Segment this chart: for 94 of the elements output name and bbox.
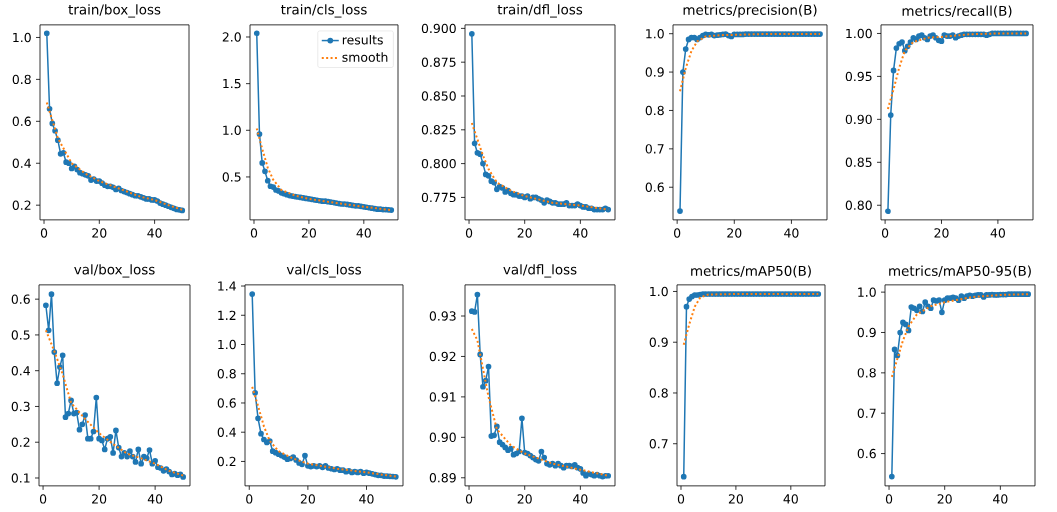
x-tick-label: 0 — [246, 494, 253, 504]
y-tick-label: 0.2 — [217, 456, 236, 467]
x-tick-label: 40 — [993, 494, 1008, 504]
y-tick-label: 0.85 — [845, 157, 872, 168]
x-tick-label: 0 — [465, 494, 473, 504]
y-tick-label: 1.00 — [846, 28, 872, 39]
y-tick-label: 0.8 — [645, 105, 664, 116]
x-tick-label: 20 — [301, 228, 316, 238]
x-tick-label: 0 — [674, 228, 681, 238]
x-tick-label: 40 — [783, 494, 798, 504]
x-tick-label: 0 — [677, 494, 685, 504]
x-tick-label: 0 — [881, 228, 889, 238]
y-tick-label: 0.7 — [857, 408, 876, 418]
y-tick-label: 2.0 — [222, 32, 241, 42]
y-tick-label: 0.6 — [11, 294, 30, 304]
y-tick-label: 1.0 — [858, 287, 876, 297]
y-tick-label: 0.8 — [217, 369, 236, 379]
y-tick-label: 0.6 — [217, 398, 236, 408]
chart-title: metrics/mAP50(B) — [691, 265, 811, 278]
chart-title: val/box_loss — [74, 264, 155, 278]
chart-title: val/dfl_loss — [503, 264, 577, 278]
x-tick-label: 20 — [300, 494, 315, 504]
y-tick-label: 0.5 — [222, 172, 241, 182]
y-tick-label: 0.1 — [11, 473, 30, 483]
y-tick-label: 0.4 — [12, 158, 31, 169]
y-tick-label: 0.6 — [12, 116, 31, 127]
y-tick-label: 0.875 — [421, 57, 456, 67]
x-tick-label: 40 — [990, 228, 1005, 238]
y-tick-label: 1.5 — [223, 79, 241, 89]
x-tick-label: 0 — [465, 228, 473, 238]
x-tick-label: 0 — [250, 228, 258, 238]
x-tick-label: 20 — [934, 228, 949, 238]
y-tick-label: 1.0 — [218, 339, 236, 350]
y-tick-label: 0.95 — [845, 71, 872, 82]
x-tick-label: 20 — [92, 228, 107, 238]
y-tick-label: 0.2 — [12, 200, 31, 210]
legend-label: smooth — [342, 52, 388, 62]
y-tick-label: 0.93 — [429, 311, 456, 321]
y-tick-label: 1.0 — [650, 286, 668, 297]
x-tick-label: 20 — [92, 494, 107, 504]
chart-title: metrics/precision(B) — [683, 4, 817, 18]
chart-title: train/box_loss — [68, 4, 161, 18]
chart-title: metrics/mAP50-95(B) — [889, 265, 1031, 278]
x-tick-label: 40 — [356, 228, 371, 238]
x-tick-label: 40 — [359, 494, 374, 504]
x-tick-label: 40 — [147, 228, 162, 238]
y-tick-label: 1.0 — [13, 32, 31, 43]
y-tick-label: 0.2 — [11, 437, 30, 447]
y-tick-label: 0.89 — [429, 473, 456, 483]
y-tick-label: 0.92 — [429, 351, 456, 362]
y-tick-label: 0.775 — [421, 192, 456, 203]
y-tick-label: 0.90 — [429, 432, 456, 443]
x-tick-label: 20 — [517, 494, 532, 504]
y-tick-label: 1.4 — [218, 281, 236, 291]
y-tick-label: 0.90 — [845, 114, 872, 125]
x-tick-label: 20 — [937, 494, 952, 504]
y-tick-label: 0.8 — [857, 368, 876, 378]
y-tick-label: 0.4 — [217, 427, 236, 437]
y-tick-label: 0.6 — [645, 182, 664, 192]
y-tick-label: 0.800 — [421, 158, 456, 169]
x-tick-label: 40 — [573, 228, 588, 238]
y-tick-label: 0.4 — [11, 366, 30, 376]
y-tick-label: 0.900 — [421, 23, 456, 34]
y-tick-label: 0.9 — [857, 327, 876, 338]
x-tick-label: 0 — [885, 494, 893, 504]
y-tick-label: 1.2 — [218, 310, 236, 320]
chart-title: metrics/recall(B) — [902, 5, 1012, 18]
y-tick-label: 0.825 — [421, 125, 456, 135]
x-tick-label: 40 — [784, 228, 799, 238]
y-tick-label: 0.8 — [12, 74, 31, 85]
x-tick-label: 40 — [147, 494, 163, 504]
x-tick-label: 20 — [727, 228, 742, 238]
y-tick-label: 0.7 — [645, 144, 664, 154]
legend-label: results — [342, 34, 383, 45]
y-tick-label: 0.80 — [845, 200, 872, 211]
x-tick-label: 20 — [728, 494, 743, 504]
x-tick-label: 20 — [517, 228, 532, 238]
y-tick-label: 1.0 — [646, 29, 664, 39]
y-tick-label: 0.9 — [649, 337, 668, 347]
y-tick-label: 0.8 — [649, 388, 668, 398]
y-tick-label: 0.6 — [857, 448, 876, 459]
y-tick-label: 0.850 — [421, 91, 456, 101]
chart-title: train/cls_loss — [281, 4, 367, 18]
y-tick-label: 0.5 — [11, 330, 30, 340]
x-tick-label: 0 — [39, 494, 47, 504]
x-tick-label: 0 — [40, 228, 48, 238]
y-tick-label: 0.91 — [429, 392, 456, 402]
x-tick-label: 40 — [573, 494, 588, 504]
chart-title: val/cls_loss — [286, 264, 362, 278]
y-tick-label: 0.9 — [645, 67, 664, 77]
chart-title: train/dfl_loss — [497, 4, 583, 18]
y-tick-label: 1.0 — [223, 125, 241, 136]
y-tick-label: 0.7 — [649, 439, 668, 449]
y-tick-label: 0.3 — [11, 401, 30, 412]
